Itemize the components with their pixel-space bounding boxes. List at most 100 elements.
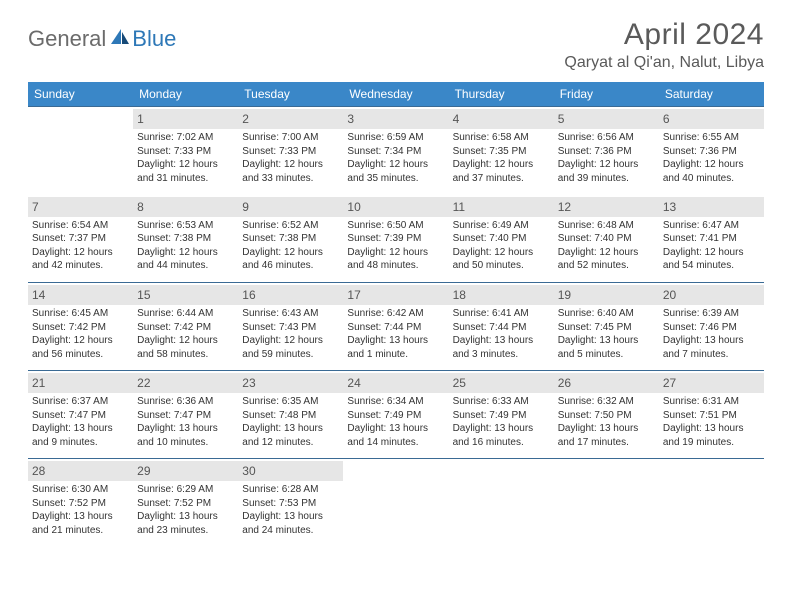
logo-text-general: General xyxy=(28,26,106,52)
weekday-header: Wednesday xyxy=(343,82,448,107)
sunset-line: Sunset: 7:51 PM xyxy=(663,409,760,423)
weekday-header-row: Sunday Monday Tuesday Wednesday Thursday… xyxy=(28,82,764,107)
weekday-header: Sunday xyxy=(28,82,133,107)
day-number: 7 xyxy=(28,197,133,217)
calendar-cell: 15Sunrise: 6:44 AMSunset: 7:42 PMDayligh… xyxy=(133,283,238,371)
weekday-header: Saturday xyxy=(659,82,764,107)
sunrise-line: Sunrise: 6:52 AM xyxy=(242,219,339,233)
calendar-cell: 5Sunrise: 6:56 AMSunset: 7:36 PMDaylight… xyxy=(554,107,659,195)
daylight-line: and 16 minutes. xyxy=(453,436,550,450)
calendar-cell: 19Sunrise: 6:40 AMSunset: 7:45 PMDayligh… xyxy=(554,283,659,371)
daylight-line: and 17 minutes. xyxy=(558,436,655,450)
sunset-line: Sunset: 7:39 PM xyxy=(347,232,444,246)
daylight-line: Daylight: 12 hours xyxy=(558,246,655,260)
calendar-cell: 7Sunrise: 6:54 AMSunset: 7:37 PMDaylight… xyxy=(28,195,133,283)
daylight-line: and 56 minutes. xyxy=(32,348,129,362)
daylight-line: and 24 minutes. xyxy=(242,524,339,538)
daylight-line: Daylight: 13 hours xyxy=(347,334,444,348)
daylight-line: Daylight: 13 hours xyxy=(347,422,444,436)
page-header: General Blue April 2024 Qaryat al Qi'an,… xyxy=(28,18,764,72)
daylight-line: Daylight: 13 hours xyxy=(32,510,129,524)
sunset-line: Sunset: 7:50 PM xyxy=(558,409,655,423)
sunset-line: Sunset: 7:37 PM xyxy=(32,232,129,246)
daylight-line: Daylight: 12 hours xyxy=(453,158,550,172)
calendar-cell: 11Sunrise: 6:49 AMSunset: 7:40 PMDayligh… xyxy=(449,195,554,283)
day-number: 13 xyxy=(659,197,764,217)
calendar-cell: 12Sunrise: 6:48 AMSunset: 7:40 PMDayligh… xyxy=(554,195,659,283)
day-number: 26 xyxy=(554,373,659,393)
calendar-cell: 13Sunrise: 6:47 AMSunset: 7:41 PMDayligh… xyxy=(659,195,764,283)
daylight-line: and 3 minutes. xyxy=(453,348,550,362)
weekday-header: Tuesday xyxy=(238,82,343,107)
day-number: 3 xyxy=(343,109,448,129)
calendar-cell: 3Sunrise: 6:59 AMSunset: 7:34 PMDaylight… xyxy=(343,107,448,195)
daylight-line: and 59 minutes. xyxy=(242,348,339,362)
daylight-line: and 7 minutes. xyxy=(663,348,760,362)
day-number: 28 xyxy=(28,461,133,481)
calendar-cell: 29Sunrise: 6:29 AMSunset: 7:52 PMDayligh… xyxy=(133,459,238,547)
daylight-line: Daylight: 12 hours xyxy=(242,334,339,348)
weekday-header: Thursday xyxy=(449,82,554,107)
day-number: 8 xyxy=(133,197,238,217)
sunset-line: Sunset: 7:43 PM xyxy=(242,321,339,335)
day-number: 4 xyxy=(449,109,554,129)
calendar-cell: 20Sunrise: 6:39 AMSunset: 7:46 PMDayligh… xyxy=(659,283,764,371)
title-block: April 2024 Qaryat al Qi'an, Nalut, Libya xyxy=(564,18,764,72)
sunrise-line: Sunrise: 6:41 AM xyxy=(453,307,550,321)
daylight-line: Daylight: 12 hours xyxy=(242,158,339,172)
daylight-line: Daylight: 13 hours xyxy=(663,334,760,348)
calendar-cell xyxy=(28,107,133,195)
sunset-line: Sunset: 7:52 PM xyxy=(32,497,129,511)
calendar-cell: 10Sunrise: 6:50 AMSunset: 7:39 PMDayligh… xyxy=(343,195,448,283)
daylight-line: Daylight: 13 hours xyxy=(663,422,760,436)
sunset-line: Sunset: 7:52 PM xyxy=(137,497,234,511)
daylight-line: and 48 minutes. xyxy=(347,259,444,273)
calendar-cell: 18Sunrise: 6:41 AMSunset: 7:44 PMDayligh… xyxy=(449,283,554,371)
sunrise-line: Sunrise: 6:42 AM xyxy=(347,307,444,321)
sunset-line: Sunset: 7:49 PM xyxy=(453,409,550,423)
sunrise-line: Sunrise: 6:54 AM xyxy=(32,219,129,233)
calendar-cell: 21Sunrise: 6:37 AMSunset: 7:47 PMDayligh… xyxy=(28,371,133,459)
daylight-line: and 10 minutes. xyxy=(137,436,234,450)
sunrise-line: Sunrise: 6:31 AM xyxy=(663,395,760,409)
logo: General Blue xyxy=(28,18,176,52)
daylight-line: and 33 minutes. xyxy=(242,172,339,186)
sunrise-line: Sunrise: 6:39 AM xyxy=(663,307,760,321)
daylight-line: Daylight: 13 hours xyxy=(32,422,129,436)
logo-sail-icon xyxy=(110,28,130,51)
day-number: 24 xyxy=(343,373,448,393)
calendar-cell: 26Sunrise: 6:32 AMSunset: 7:50 PMDayligh… xyxy=(554,371,659,459)
daylight-line: Daylight: 13 hours xyxy=(137,422,234,436)
sunrise-line: Sunrise: 6:56 AM xyxy=(558,131,655,145)
calendar-cell xyxy=(343,459,448,547)
day-number: 11 xyxy=(449,197,554,217)
daylight-line: and 1 minute. xyxy=(347,348,444,362)
sunrise-line: Sunrise: 6:40 AM xyxy=(558,307,655,321)
location-subtitle: Qaryat al Qi'an, Nalut, Libya xyxy=(564,54,764,72)
sunset-line: Sunset: 7:42 PM xyxy=(32,321,129,335)
daylight-line: Daylight: 13 hours xyxy=(137,510,234,524)
day-number: 23 xyxy=(238,373,343,393)
daylight-line: and 9 minutes. xyxy=(32,436,129,450)
sunrise-line: Sunrise: 6:53 AM xyxy=(137,219,234,233)
sunset-line: Sunset: 7:41 PM xyxy=(663,232,760,246)
sunset-line: Sunset: 7:36 PM xyxy=(558,145,655,159)
calendar-cell xyxy=(554,459,659,547)
sunrise-line: Sunrise: 6:59 AM xyxy=(347,131,444,145)
sunrise-line: Sunrise: 6:50 AM xyxy=(347,219,444,233)
daylight-line: and 12 minutes. xyxy=(242,436,339,450)
sunset-line: Sunset: 7:44 PM xyxy=(347,321,444,335)
daylight-line: and 50 minutes. xyxy=(453,259,550,273)
daylight-line: Daylight: 13 hours xyxy=(242,422,339,436)
calendar-cell: 24Sunrise: 6:34 AMSunset: 7:49 PMDayligh… xyxy=(343,371,448,459)
sunrise-line: Sunrise: 6:45 AM xyxy=(32,307,129,321)
calendar-cell: 30Sunrise: 6:28 AMSunset: 7:53 PMDayligh… xyxy=(238,459,343,547)
sunrise-line: Sunrise: 6:29 AM xyxy=(137,483,234,497)
calendar-cell: 28Sunrise: 6:30 AMSunset: 7:52 PMDayligh… xyxy=(28,459,133,547)
day-number: 6 xyxy=(659,109,764,129)
sunset-line: Sunset: 7:47 PM xyxy=(32,409,129,423)
sunset-line: Sunset: 7:38 PM xyxy=(242,232,339,246)
day-number: 14 xyxy=(28,285,133,305)
sunrise-line: Sunrise: 6:33 AM xyxy=(453,395,550,409)
calendar-cell: 6Sunrise: 6:55 AMSunset: 7:36 PMDaylight… xyxy=(659,107,764,195)
